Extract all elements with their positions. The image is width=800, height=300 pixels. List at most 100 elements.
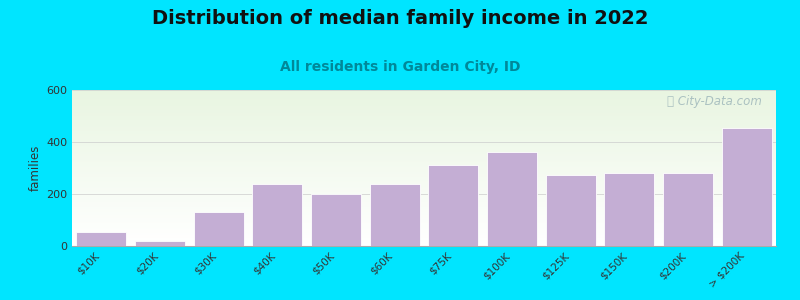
Bar [72,240,776,241]
Bar [72,155,776,156]
Bar [72,146,776,147]
Bar [72,224,776,225]
Bar [72,123,776,124]
Bar [72,90,776,91]
Bar [72,93,776,94]
Bar [72,219,776,220]
Bar [72,101,776,102]
Bar [72,197,776,198]
Bar [72,181,776,182]
Bar [72,203,776,204]
Bar [72,105,776,106]
Bar [72,172,776,173]
Bar [72,174,776,175]
Bar [72,244,776,245]
Bar [72,212,776,213]
Bar [72,163,776,164]
Bar [72,145,776,146]
Bar [72,160,776,161]
Bar [72,177,776,178]
Bar [72,169,776,170]
Bar [194,212,243,246]
Bar [253,184,302,246]
Bar [72,187,776,188]
Bar [72,166,776,167]
Bar [72,238,776,239]
Bar [72,94,776,95]
Bar [72,191,776,192]
Bar [72,210,776,211]
Bar [72,239,776,240]
Bar [72,96,776,97]
Bar [72,164,776,165]
Y-axis label: families: families [29,145,42,191]
Bar [72,154,776,155]
Bar [72,231,776,232]
Bar [72,162,776,163]
Bar [72,114,776,115]
Bar [72,175,776,176]
Bar [72,222,776,223]
Bar [72,140,776,141]
Bar [72,206,776,207]
Bar [72,199,776,200]
Bar [72,180,776,181]
Bar [72,198,776,199]
Bar [72,202,776,203]
Bar [72,207,776,208]
Bar [72,186,776,187]
Bar [72,120,776,121]
Bar [72,117,776,118]
Bar [429,165,478,246]
Bar [72,221,776,222]
Bar [72,156,776,157]
Bar [72,242,776,243]
Bar [72,157,776,158]
Bar [72,183,776,184]
Bar [77,232,126,246]
Bar [72,122,776,123]
Bar [72,208,776,209]
Bar [72,139,776,140]
Bar [72,104,776,105]
Bar [72,151,776,152]
Bar [72,171,776,172]
Bar [72,98,776,99]
Bar [72,130,776,131]
Text: Distribution of median family income in 2022: Distribution of median family income in … [152,9,648,28]
Bar [72,107,776,108]
Bar [72,195,776,196]
Bar [72,225,776,226]
Bar [72,192,776,193]
Bar [72,153,776,154]
Bar [72,236,776,237]
Bar [72,245,776,246]
Bar [72,229,776,230]
Bar [72,132,776,133]
Bar [72,189,776,190]
Bar [72,131,776,132]
Bar [72,143,776,144]
Bar [72,124,776,125]
Bar [72,200,776,201]
Bar [72,167,776,168]
Bar [72,193,776,194]
Bar [72,194,776,195]
Bar [605,173,654,246]
Bar [72,134,776,135]
Bar [487,152,537,246]
Bar [72,106,776,107]
Bar [72,118,776,119]
Bar [370,184,419,246]
Bar [72,113,776,114]
Bar [72,228,776,229]
Bar [72,216,776,217]
Bar [72,184,776,185]
Bar [135,241,185,246]
Bar [72,152,776,153]
Bar [72,141,776,142]
Bar [72,205,776,206]
Bar [72,217,776,218]
Bar [72,95,776,96]
Bar [72,218,776,219]
